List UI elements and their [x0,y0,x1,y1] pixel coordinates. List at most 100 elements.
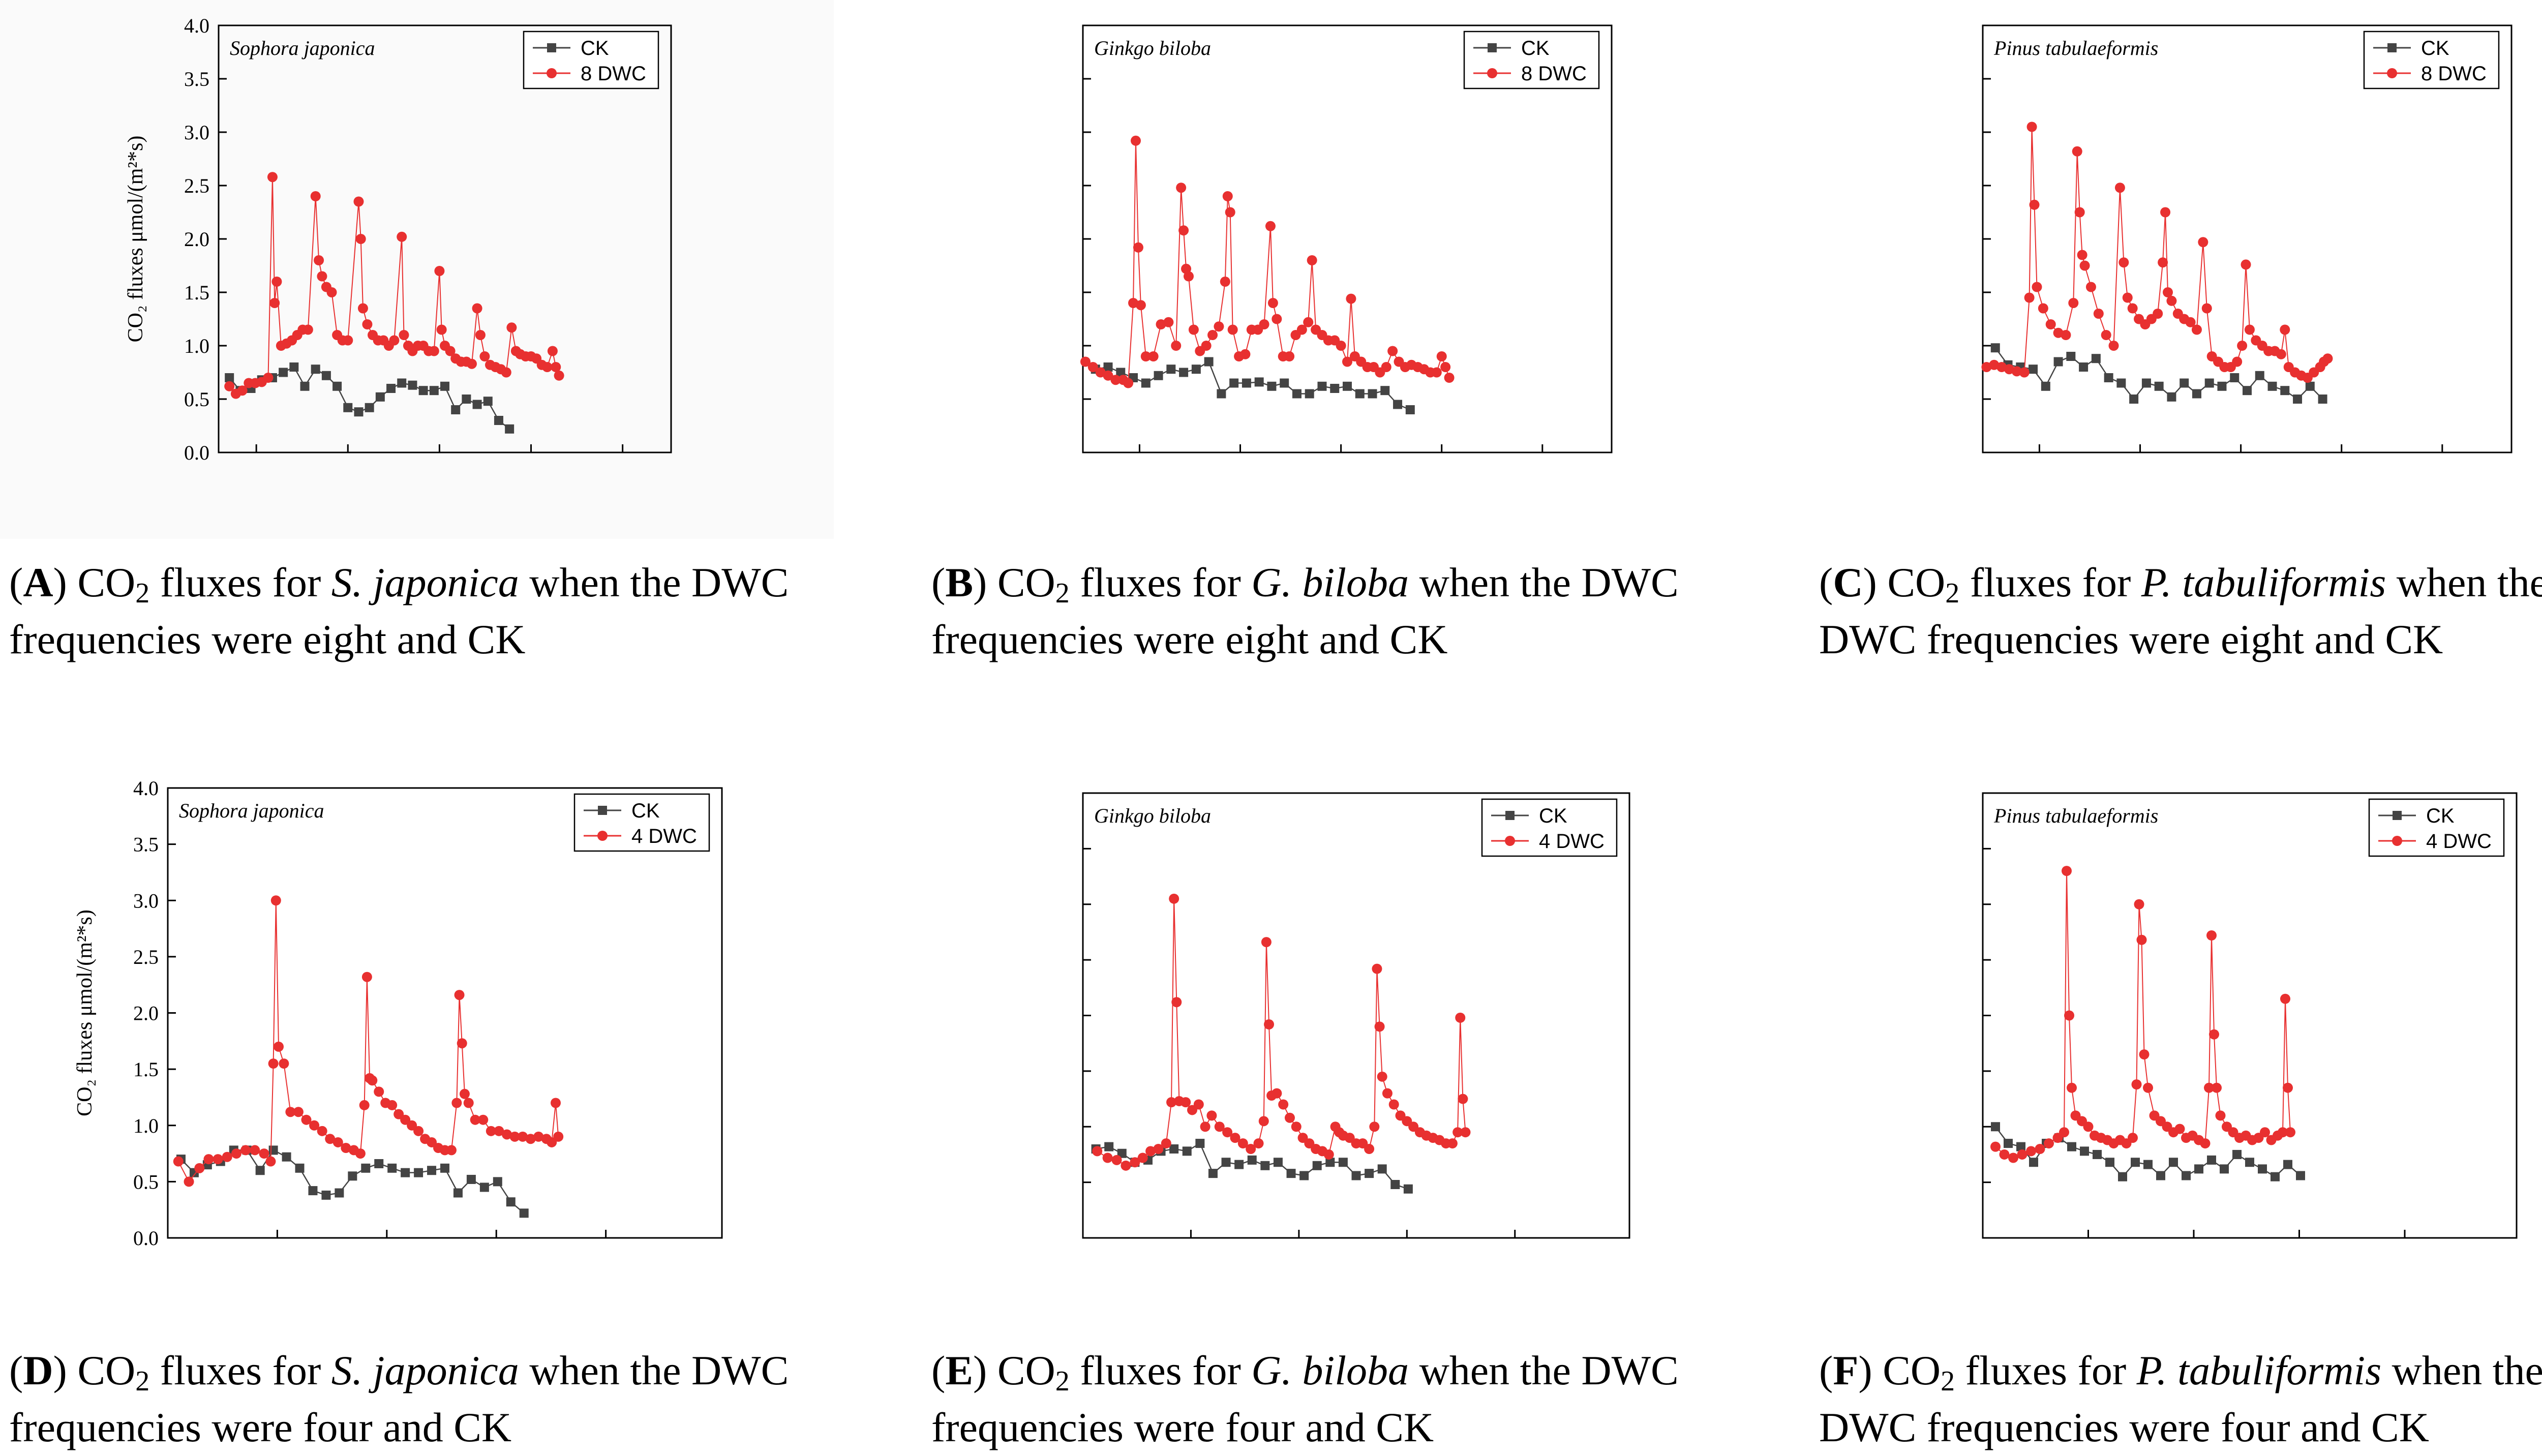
caption-post: when the DWC [1409,559,1679,605]
dwc-data-point [325,1134,336,1144]
ck-data-point [321,371,331,380]
dwc-data-point [213,1154,223,1165]
ck-data-point [2217,381,2227,391]
caption-co: CO [1887,559,1946,605]
dwc-data-point [1123,378,1134,388]
caption-species: G. biloba [1251,1347,1409,1393]
legend-label: 8 DWC [1521,63,1587,85]
dwc-data-point [285,1107,296,1117]
chart-title: Sophora japonica [179,799,324,822]
y-tick-label: 1.5 [184,281,209,304]
ck-data-point [1355,389,1365,399]
dwc-data-point [2067,1082,2077,1093]
dwc-series-line [177,900,559,1183]
ck-data-point [348,1171,357,1181]
ck-data-point [453,1188,463,1198]
dwc-data-point [2026,122,2037,132]
dwc-data-point [1087,362,1098,372]
caption-letter: C [1833,559,1863,605]
legend-label: CK [1539,805,1567,827]
ck-data-point [2255,371,2264,380]
ck-data-point [1242,378,1251,388]
dwc-data-point [1225,207,1235,218]
dwc-data-point [317,271,327,282]
dwc-data-point [353,196,364,207]
caption-letter: F [1833,1347,1859,1393]
dwc-data-point [265,1156,276,1167]
dwc-data-point [501,367,511,378]
caption-sub: 2 [1055,1366,1070,1397]
chart-title: Sophora japonica [230,37,375,59]
ck-data-point [2305,381,2315,391]
ck-data-point [440,381,449,391]
dwc-data-point [1372,963,1382,974]
chart-title: Pinus tabulaeformis [1993,37,2158,59]
legend-box [1481,798,1618,857]
dwc-data-point [1137,1152,1148,1163]
ck-data-point [2079,362,2089,372]
legend-label: 4 DWC [1539,830,1605,853]
ck-data-point [1280,378,1289,388]
dwc-data-point [343,335,353,346]
ck-data-point [2004,1139,2013,1148]
dwc-data-point [2163,287,2173,297]
dwc-data-point [2131,1079,2142,1090]
dwc-data-point [302,324,313,335]
ck-data-point [1208,1169,1218,1178]
panel-f: Pinus tabulaeformis CK 4 DWC [1815,778,2542,1266]
dwc-data-point [184,1176,194,1187]
ck-data-point [2293,395,2303,404]
dwc-data-point [1188,324,1199,335]
dwc-data-point [551,362,561,372]
ck-data-point [2154,381,2164,391]
dwc-data-point [1303,317,1314,327]
dwc-data-point [1240,349,1251,359]
caption-mid: fluxes for [149,1347,331,1393]
caption-line2: DWC frequencies were eight and CK [1819,616,2443,662]
dwc-data-point [1278,1099,1289,1110]
dwc-data-point [459,1088,470,1099]
dwc-data-point [267,172,278,183]
ck-data-point [1260,1161,1270,1170]
caption-letter: B [945,559,974,605]
y-tick-label: 0.0 [133,1227,159,1250]
dwc-data-point [374,1086,384,1097]
caption-post: when the DWC [1409,1347,1679,1393]
dwc-data-point [2062,866,2072,876]
chart-title: Ginkgo biloba [1094,804,1211,827]
caption-mid: fluxes for [1069,1347,1252,1393]
dwc-data-point [1131,135,1141,146]
legend-marker-dwc [547,68,557,78]
caption-letter: D [23,1347,53,1393]
legend-marker-dwc [1505,836,1515,846]
dwc-data-point [479,351,490,361]
dwc-data-point [1135,300,1146,311]
dwc-data-point [1272,314,1282,324]
dwc-data-point [2143,1082,2153,1093]
legend-label: 8 DWC [2421,63,2487,85]
dwc-data-point [2200,1138,2211,1149]
dwc-data-point [1171,341,1182,351]
caption-mid: fluxes for [1959,559,2141,605]
dwc-data-point [2035,1144,2045,1154]
dwc-data-point [2083,1121,2094,1132]
dwc-data-point [1140,351,1151,361]
dwc-data-point [451,1098,462,1108]
caption-b: (B) CO2 fluxes for G. biloba when the DW… [931,559,1679,662]
ck-data-point [1390,1180,1400,1189]
dwc-data-point [1111,1155,1122,1165]
dwc-data-point [1222,1127,1233,1138]
dwc-data-point [2101,330,2111,340]
caption-species: P. tabuliformis [2136,1347,2382,1393]
ck-data-point [427,1166,437,1175]
dwc-data-point [1369,1121,1380,1132]
dwc-data-point [309,1120,320,1131]
ck-data-point [1403,1184,1413,1194]
dwc-data-point [509,1131,520,1142]
dwc-data-point [533,1131,544,1142]
dwc-data-point [2209,1029,2219,1040]
dwc-data-point [2044,1138,2054,1149]
dwc-data-point [355,1148,366,1159]
caption-sub: 2 [1941,1366,1955,1397]
ck-data-point [451,405,461,414]
